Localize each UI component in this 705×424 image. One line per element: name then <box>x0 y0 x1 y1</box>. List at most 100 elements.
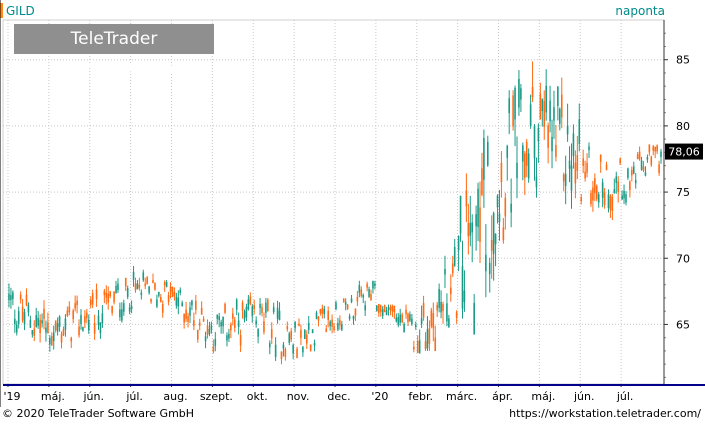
candle-body <box>321 307 324 314</box>
candle-body <box>247 299 250 310</box>
y-tick-label: 75 <box>676 186 690 199</box>
candle-body <box>537 127 540 142</box>
candle-body <box>467 223 470 237</box>
candle-body <box>23 312 26 325</box>
candle-body <box>360 289 363 297</box>
candle-body <box>553 107 555 121</box>
candle-body <box>111 306 113 313</box>
logo-light-text: TeleTrader <box>70 29 158 49</box>
candle-body <box>76 300 78 306</box>
candle-body <box>341 324 343 330</box>
candle-body <box>514 87 516 120</box>
candle-body <box>444 269 446 275</box>
candle-body <box>615 176 618 183</box>
candle-body <box>650 156 653 165</box>
candle-body <box>159 297 162 302</box>
candle-body <box>288 333 291 343</box>
candle-body <box>403 323 405 333</box>
candle-body <box>420 318 423 324</box>
candle-body <box>399 314 402 323</box>
candle-body <box>506 146 509 158</box>
candle-body <box>239 335 242 346</box>
candle-body <box>12 292 14 300</box>
candle-body <box>169 286 172 293</box>
x-tick-label: júl. <box>616 390 634 403</box>
candle-body <box>25 294 28 306</box>
candle-body <box>82 326 84 331</box>
candle-body <box>54 320 57 331</box>
candle-body <box>638 151 641 160</box>
candle-body <box>660 151 662 157</box>
x-tick-label: dec. <box>327 390 350 403</box>
candle-body <box>268 343 271 348</box>
x-tick-label: nov. <box>287 390 310 403</box>
candle-body <box>47 322 49 333</box>
candle-body <box>483 138 485 180</box>
x-tick-label: febr. <box>408 390 433 403</box>
candle-body <box>10 295 12 301</box>
x-tick-label: '20 <box>371 390 388 403</box>
candle-body <box>119 309 121 318</box>
candle-body <box>377 303 380 314</box>
candle-body <box>228 333 230 339</box>
candle-body <box>31 330 34 335</box>
candle-body <box>407 313 409 323</box>
plot-area <box>2 19 665 385</box>
ticker-symbol[interactable]: GILD <box>6 4 35 18</box>
candle-body <box>315 312 318 319</box>
candle-body <box>284 348 287 357</box>
candle-body <box>294 321 296 329</box>
interval-label[interactable]: naponta <box>615 4 665 18</box>
candle-body <box>448 318 450 327</box>
candle-body <box>29 320 32 328</box>
candle-body <box>70 337 73 342</box>
candle-body <box>333 326 335 330</box>
candle-body <box>562 174 565 182</box>
candle-body <box>107 293 110 303</box>
candle-body <box>391 305 394 312</box>
candle-body <box>477 188 479 227</box>
candle-body <box>278 310 281 321</box>
candle-body <box>62 329 65 335</box>
candle-body <box>401 314 403 323</box>
candle-body <box>8 293 10 301</box>
candle-body <box>202 318 205 322</box>
candle-body <box>313 342 316 346</box>
candle-body <box>233 319 236 329</box>
candle-body <box>138 284 141 288</box>
candle-body <box>19 294 22 300</box>
candle-body <box>597 194 600 203</box>
candle-body <box>607 194 610 209</box>
x-tick-label: okt. <box>247 390 268 403</box>
candle-body <box>395 317 398 322</box>
candle-body <box>627 168 629 178</box>
candle-body <box>300 329 302 339</box>
candle-body <box>374 283 376 286</box>
candle-body <box>379 305 382 312</box>
source-url[interactable]: https://workstation.teletrader.com/ <box>509 407 701 420</box>
candle-body <box>580 197 583 202</box>
candle-body <box>494 233 497 245</box>
candle-body <box>413 346 415 350</box>
candle-body <box>95 289 98 299</box>
candle-body <box>372 280 374 289</box>
candle-body <box>331 319 333 327</box>
candle-body <box>66 310 69 316</box>
candle-body <box>86 312 88 319</box>
x-tick-label: máj. <box>531 390 555 403</box>
candle-body <box>109 291 111 297</box>
candle-body <box>243 311 246 320</box>
candle-body <box>605 164 608 170</box>
candle-body <box>471 222 474 233</box>
candle-body <box>290 330 293 340</box>
candle-body <box>451 263 454 274</box>
candle-body <box>619 159 621 164</box>
candle-body <box>502 227 505 241</box>
candle-body <box>342 298 345 303</box>
candle-body <box>272 307 275 313</box>
candle-body <box>411 318 413 325</box>
candle-body <box>426 329 429 349</box>
candle-body <box>405 309 407 315</box>
candle-body <box>52 332 55 342</box>
